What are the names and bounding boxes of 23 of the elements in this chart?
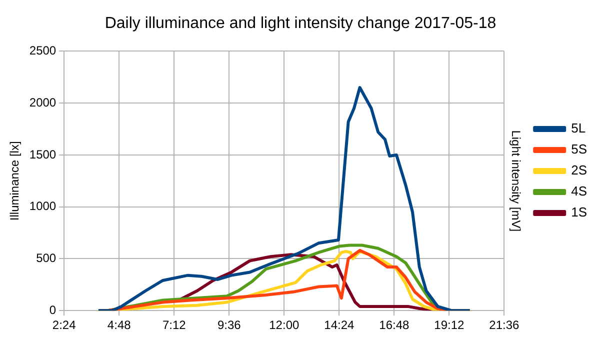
y-tick-label: 2000 [29,95,56,110]
x-tick-label: 4:48 [107,318,132,332]
y-tick-label: 1000 [29,199,56,214]
chart-title: Daily illuminance and light intensity change 2017-05-18 [104,15,496,32]
y-axis-title: Illuminance [lx] [8,141,22,221]
y-tick-label: 500 [36,251,56,266]
x-tick-label: 7:12 [162,318,186,332]
legend-label: 1S [571,204,588,220]
x-tick-label: 2:24 [52,318,76,332]
x-tick-label: 12:00 [269,318,300,332]
y-tick-label: 1500 [29,147,56,162]
x-tick-label: 16:48 [379,318,410,332]
y2-axis-title: Light intensity [mV] [509,130,524,232]
legend-label: 4S [571,184,588,199]
y-tick-label: 2500 [29,44,56,58]
y-tick-label: 0 [49,302,56,317]
legend-label: 5L [571,120,586,136]
x-tick-label: 9:36 [217,318,242,332]
legend-label: 2S [571,162,588,178]
x-tick-label: 21:36 [489,318,520,332]
legend-label: 5S [571,142,588,157]
x-tick-label: 14:24 [324,318,354,332]
x-tick-label: 19:12 [434,318,465,332]
